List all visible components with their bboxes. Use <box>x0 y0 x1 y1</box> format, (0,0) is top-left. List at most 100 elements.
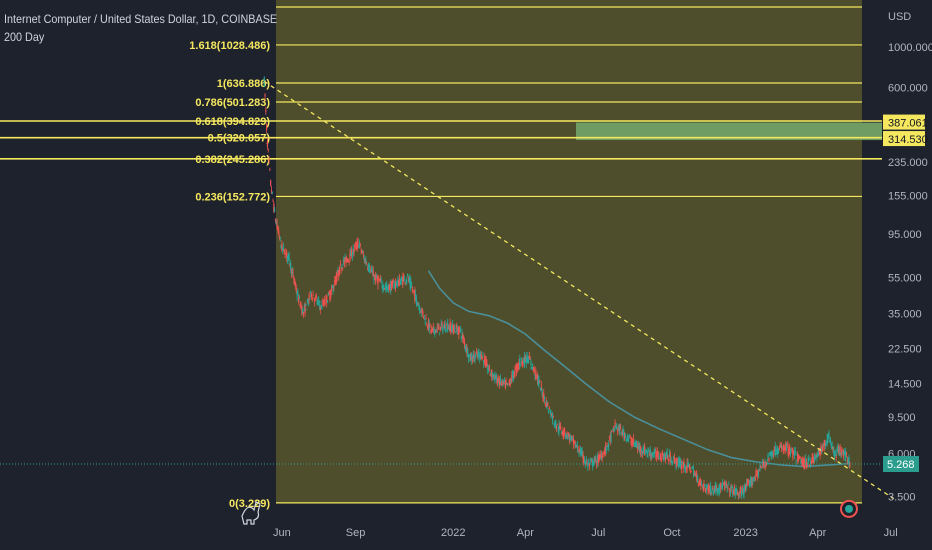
candle-body <box>291 270 293 277</box>
candle-body <box>688 464 691 468</box>
candle-body <box>535 374 538 376</box>
candle-body <box>352 248 354 254</box>
candle-body <box>768 458 770 461</box>
candle-body <box>543 397 546 399</box>
candle-body <box>400 277 402 281</box>
candle-body <box>456 328 458 335</box>
candle-body <box>290 262 292 270</box>
candle-body <box>825 444 828 445</box>
candle-body <box>822 442 824 444</box>
candle-body <box>435 329 437 331</box>
candle-body <box>303 307 305 309</box>
candle-body <box>560 426 562 430</box>
candle-body <box>641 452 643 454</box>
candle-body <box>519 359 521 365</box>
candle-body <box>568 433 570 434</box>
candle-body <box>399 281 402 285</box>
candle-body <box>445 329 447 332</box>
candle-body <box>302 308 304 314</box>
candle-body <box>479 352 482 358</box>
candle-body <box>292 272 294 274</box>
candle-body <box>837 447 839 450</box>
candle-body <box>318 304 321 306</box>
candle-body <box>815 455 817 457</box>
candle-body <box>769 452 772 455</box>
candle-body <box>743 486 745 495</box>
candle-body <box>417 304 419 306</box>
candle-body <box>826 434 828 443</box>
x-axis-tick: Jul <box>591 527 605 539</box>
candle-body <box>389 284 391 289</box>
candle-body <box>483 357 486 361</box>
candle-body <box>340 269 342 272</box>
candle-body <box>487 368 490 371</box>
candle-body <box>329 293 331 300</box>
candle-body <box>684 464 686 470</box>
candle-body <box>318 300 320 302</box>
candle-body <box>569 435 571 441</box>
candle-body <box>412 289 414 291</box>
candle-body <box>342 259 345 264</box>
candle-body <box>842 449 844 456</box>
fib-label: 0.5(320.057) <box>208 133 271 145</box>
candle-body <box>374 275 377 282</box>
candle-body <box>370 268 373 272</box>
candle-body <box>841 452 844 455</box>
candle-body <box>372 270 374 277</box>
candle-body <box>443 324 446 329</box>
candle-body <box>654 450 656 453</box>
candle-body <box>705 486 707 491</box>
candle-body <box>320 304 322 306</box>
candle-body <box>566 431 568 436</box>
candle-body <box>697 483 699 485</box>
candle-body <box>600 454 602 457</box>
candle-body <box>530 360 532 365</box>
candle-body <box>671 463 673 465</box>
candle-body <box>584 460 586 462</box>
candle-body <box>513 374 515 377</box>
candle-body <box>343 260 345 263</box>
candle-body <box>385 286 387 289</box>
candle-body <box>708 488 711 491</box>
x-axis-tick: 2023 <box>733 527 757 539</box>
candle-body <box>499 378 502 382</box>
candle-body <box>336 273 338 278</box>
candle-body <box>572 438 575 445</box>
candle-body <box>772 453 774 457</box>
candle-body <box>540 384 542 387</box>
candle-body <box>433 327 435 332</box>
candle-body <box>686 462 688 468</box>
candle-body <box>833 452 836 459</box>
candle-body <box>375 274 377 279</box>
candle-body <box>725 483 728 485</box>
candle-body <box>777 448 780 454</box>
candle-body <box>816 456 818 459</box>
candle-body <box>838 448 840 456</box>
candle-body <box>706 485 708 488</box>
candle-body <box>441 323 443 326</box>
candle-body <box>575 443 577 449</box>
candle-body <box>589 460 591 462</box>
candle-body <box>612 428 614 430</box>
candle-body <box>831 443 833 445</box>
candle-body <box>759 465 761 470</box>
candle-body <box>466 346 468 354</box>
candle-body <box>342 267 344 269</box>
fib-label: 0.382(245.286) <box>195 154 270 166</box>
candle-body <box>283 248 285 254</box>
candle-body <box>427 326 429 328</box>
candle-body <box>361 251 363 253</box>
candle-body <box>550 412 552 418</box>
candle-body <box>577 450 579 451</box>
candle-body <box>797 454 799 462</box>
candle-body <box>692 469 695 477</box>
candle-body <box>396 284 398 287</box>
candle-body <box>522 359 524 366</box>
candle-body <box>498 381 500 386</box>
candle-body <box>334 280 336 286</box>
candle-body <box>755 470 757 475</box>
candle-body <box>821 448 823 452</box>
candle-body <box>403 277 406 282</box>
candle-body <box>727 486 729 487</box>
